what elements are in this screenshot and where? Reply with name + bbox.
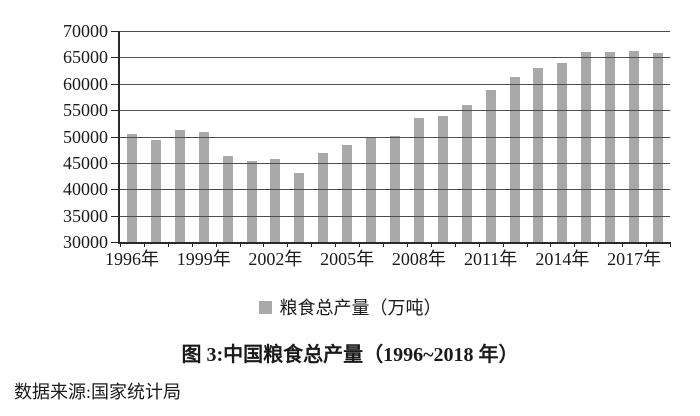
y-axis-label-55000: 55000 [63,100,108,121]
x-axis-tick-22 [646,242,648,247]
y-axis-tick-50000 [111,136,118,138]
x-axis-tick-9 [335,242,337,247]
gridline-60000 [120,83,670,85]
bar-2008 [413,118,424,242]
x-axis-tick-17 [526,242,528,247]
gridline-55000 [120,110,670,112]
x-axis-tick-18 [550,242,552,247]
bar-2005 [342,144,353,242]
y-axis-label-45000: 45000 [63,152,108,173]
bar-2010 [461,105,472,242]
x-axis-tick-12 [406,242,408,247]
y-axis-tick-30000 [111,242,118,243]
data-source: 数据来源:国家统计局 [14,382,182,402]
y-axis-label-50000: 50000 [63,126,108,147]
x-axis-tick-10 [359,242,361,247]
gridline-40000 [120,189,670,191]
bar-2013 [533,67,544,242]
bar-2016 [605,51,616,242]
bar-2002 [270,159,281,242]
x-axis-tick-13 [430,242,432,247]
gridline-70000 [120,31,670,32]
y-axis-tick-40000 [111,189,118,191]
x-axis-tick-23 [670,242,671,247]
bar-2009 [437,115,448,242]
x-axis-tick-7 [287,242,289,247]
bar-2007 [390,135,400,242]
x-axis-tick-8 [311,242,313,247]
y-axis-label-30000: 30000 [63,232,108,252]
bar-1996 [126,134,137,242]
x-axis-label-2011: 2011年 [463,249,518,269]
gridline-50000 [120,136,670,138]
y-axis-label-35000: 35000 [63,205,108,226]
bar-1999 [198,132,209,242]
x-axis-tick-3 [191,242,193,247]
y-axis-label-65000: 65000 [63,47,108,68]
bar-2001 [246,161,257,242]
bar-2003 [294,173,305,242]
x-axis-label-2005: 2005年 [320,249,375,269]
x-axis-tick-20 [598,242,600,247]
y-axis-label-40000: 40000 [63,179,108,200]
bar-2014 [557,62,568,242]
x-axis-label-2014: 2014年 [535,249,590,269]
x-axis-tick-2 [167,242,169,247]
bar-1997 [150,139,161,242]
gridline-65000 [120,57,670,59]
bar-2018 [653,53,664,242]
bar-2017 [629,51,640,242]
x-axis-tick-14 [454,242,456,247]
x-axis-label-2008: 2008年 [391,249,446,269]
x-axis-label-2002: 2002年 [248,249,303,269]
legend: 粮食总产量（万吨） [0,294,700,320]
plot-area: 70000 65000 60000 55000 50000 45000 40000 35000… [63,22,671,268]
y-axis-label-70000: 70000 [63,21,108,41]
figure-caption: 图 3:中国粮食总产量（1996~2018 年） [181,344,519,366]
legend-marker-square [258,300,272,314]
gridline-45000 [120,162,670,164]
y-axis-tick-60000 [111,83,118,85]
x-axis-tick-5 [239,242,241,247]
x-axis-tick-21 [622,242,624,247]
x-axis-tick-19 [574,242,576,247]
bar-2004 [318,152,329,242]
bar-2000 [222,156,233,242]
x-axis-tick-4 [215,242,217,247]
legend-label: 粮食总产量（万吨） [279,298,442,318]
y-axis-tick-35000 [111,215,118,217]
bar-2015 [581,51,592,242]
bar-1998 [174,130,185,242]
bar-2011 [485,89,496,242]
x-axis-tick-6 [263,242,265,247]
x-axis-tick-15 [478,242,480,247]
x-axis-label-2017: 2017年 [607,249,662,269]
x-axis-tick-0 [120,242,121,247]
y-axis-tick-45000 [111,162,118,164]
y-axis-tick-65000 [111,57,118,59]
gridline-35000 [120,215,670,217]
y-axis-label-60000: 60000 [63,73,108,94]
x-axis-tick-16 [502,242,504,247]
y-axis-tick-70000 [111,31,118,32]
bar-2012 [509,77,520,242]
x-axis-tick-11 [383,242,385,247]
y-axis-tick-55000 [111,110,118,112]
x-axis-label-1999: 1999年 [176,249,231,269]
x-axis-label-1996: 1996年 [104,249,159,269]
x-axis-tick-1 [143,242,145,247]
